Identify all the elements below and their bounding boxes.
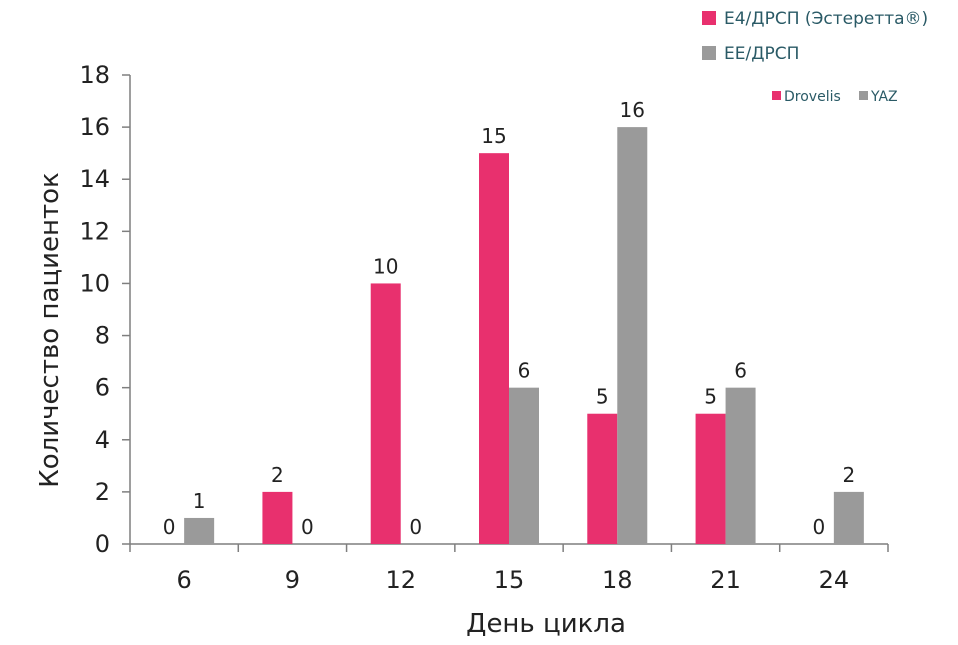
y-axis-title: Количество пациенток [35, 172, 65, 487]
legend-label-series-1: E4/ДРСП (Эстеретта®) [724, 9, 928, 29]
x-axis-title: День цикла [466, 609, 626, 639]
data-label-series-1-cat-24: 0 [812, 515, 825, 539]
data-label-series-1-cat-21: 5 [704, 385, 717, 409]
data-label-series-1-cat-12: 10 [373, 254, 398, 278]
data-label-series-2-cat-6: 1 [193, 489, 206, 513]
data-label-series-2-cat-21: 6 [734, 359, 747, 383]
secondary-legend-swatch-series-1 [772, 91, 781, 100]
secondary-legend-label-series-1: Drovelis [784, 89, 841, 105]
y-tick-label: 6 [95, 374, 110, 402]
legend-swatch-series-1 [702, 11, 716, 25]
bar-series-2-cat-24 [833, 491, 864, 544]
y-tick-label: 16 [79, 113, 110, 141]
bar-series-2-cat-6 [184, 517, 215, 544]
bar-series-1-cat-9 [262, 491, 293, 544]
data-label-series-1-cat-9: 2 [271, 463, 284, 487]
y-tick-label: 8 [95, 322, 110, 350]
y-tick-label: 10 [79, 269, 110, 297]
bar-series-1-cat-21 [695, 413, 726, 544]
data-label-series-2-cat-12: 0 [409, 515, 422, 539]
x-tick-label: 12 [385, 566, 416, 594]
x-tick-label: 24 [819, 566, 850, 594]
secondary-legend-swatch-series-2 [859, 91, 868, 100]
bars [184, 127, 864, 544]
x-tick-label: 6 [177, 566, 192, 594]
data-label-series-2-cat-9: 0 [301, 515, 314, 539]
x-tick-label: 15 [494, 566, 525, 594]
legend-label-series-2: ЕЕ/ДРСП [724, 44, 799, 64]
data-label-series-2-cat-24: 2 [842, 463, 855, 487]
data-label-series-2-cat-18: 16 [620, 98, 645, 122]
y-tick-label: 12 [79, 217, 110, 245]
x-tick-label: 18 [602, 566, 633, 594]
data-label-series-1-cat-15: 15 [481, 124, 506, 148]
y-tick-label: 2 [95, 478, 110, 506]
legend-swatch-series-2 [702, 46, 716, 60]
data-label-series-1-cat-6: 0 [163, 515, 176, 539]
y-tick-label: 0 [95, 530, 110, 558]
x-tick-label: 21 [710, 566, 741, 594]
y-tick-label: 14 [79, 165, 110, 193]
data-label-series-2-cat-15: 6 [518, 359, 531, 383]
bar-series-1-cat-15 [479, 153, 509, 544]
secondary-legend-label-series-2: YAZ [870, 89, 898, 105]
bar-series-2-cat-21 [725, 387, 756, 544]
secondary-legend: Drovelis YAZ [772, 89, 898, 105]
data-label-series-1-cat-18: 5 [596, 385, 609, 409]
y-tick-label: 4 [95, 426, 110, 454]
y-tick-label: 18 [79, 61, 110, 89]
bar-series-2-cat-18 [617, 127, 648, 544]
x-tick-label: 9 [285, 566, 300, 594]
bar-series-1-cat-18 [587, 413, 618, 544]
bar-series-2-cat-15 [509, 387, 539, 544]
bar-series-1-cat-12 [370, 283, 401, 544]
legend: E4/ДРСП (Эстеретта®) ЕЕ/ДРСП [702, 9, 928, 64]
